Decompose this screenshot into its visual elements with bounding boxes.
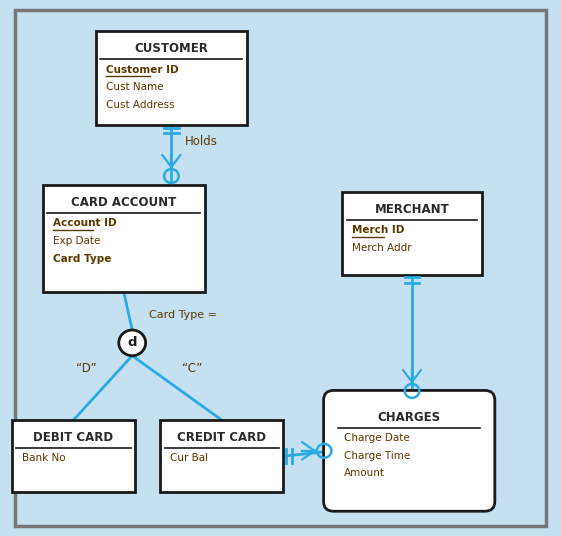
Text: Merch ID: Merch ID [352,225,404,235]
Text: MERCHANT: MERCHANT [375,203,449,215]
Text: Holds: Holds [185,135,218,148]
Text: Card Type =: Card Type = [149,310,217,321]
FancyBboxPatch shape [43,185,205,292]
FancyBboxPatch shape [15,10,546,526]
Text: “D”: “D” [76,362,96,375]
Text: Charge Date: Charge Date [344,433,410,443]
FancyBboxPatch shape [160,420,283,492]
Text: CARD ACCOUNT: CARD ACCOUNT [71,196,176,209]
Text: Cust Address: Cust Address [106,100,174,110]
Text: CUSTOMER: CUSTOMER [135,42,208,55]
Text: Amount: Amount [344,468,385,479]
Text: DEBIT CARD: DEBIT CARD [34,431,113,444]
Text: Bank No: Bank No [22,453,66,463]
Circle shape [119,330,146,356]
FancyBboxPatch shape [342,192,482,274]
Text: Cur Bal: Cur Bal [170,453,208,463]
Text: “C”: “C” [182,362,203,375]
Text: CREDIT CARD: CREDIT CARD [177,431,266,444]
Text: Exp Date: Exp Date [53,236,100,246]
Text: Customer ID: Customer ID [106,64,178,75]
Text: Charge Time: Charge Time [344,451,410,461]
FancyBboxPatch shape [12,420,135,492]
Text: Account ID: Account ID [53,218,116,228]
Text: Cust Name: Cust Name [106,82,163,92]
Text: CHARGES: CHARGES [378,411,441,424]
FancyBboxPatch shape [96,32,247,125]
Text: Merch Addr: Merch Addr [352,243,412,252]
Text: d: d [127,337,137,349]
Text: Card Type: Card Type [53,254,111,264]
FancyBboxPatch shape [324,390,495,511]
